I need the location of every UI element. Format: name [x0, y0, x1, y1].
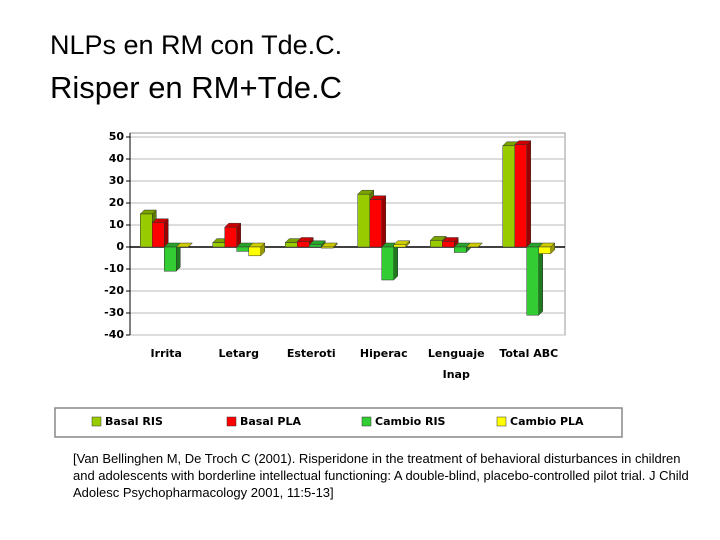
y-tick-label: -10 [104, 262, 124, 275]
slide-subtitle: Risper en RM+Tde.C [50, 70, 343, 105]
bar-side [526, 140, 531, 248]
bar [357, 193, 370, 248]
bar [224, 226, 237, 248]
x-tick-label-box: Hiperac [359, 347, 408, 360]
slide-title: NLPs en RM con Tde.C. [50, 30, 343, 60]
legend-label: Cambio PLA [510, 415, 584, 428]
y-tick-label: 30 [109, 174, 125, 187]
bar [514, 144, 527, 248]
legend-label: Cambio RIS [375, 415, 446, 428]
bar [381, 246, 394, 281]
x-tick-label: Hiperac [359, 347, 408, 360]
y-tick-label: -40 [104, 328, 124, 341]
bar [502, 145, 515, 248]
bar [248, 246, 261, 257]
x-tick-label-box: Esteroti [286, 347, 336, 360]
bar [321, 246, 334, 249]
bar [285, 242, 298, 248]
bar [236, 246, 249, 252]
x-tick-label-box: Total ABC [499, 347, 559, 360]
bar [538, 246, 551, 254]
legend-label: Basal PLA [240, 415, 301, 428]
x-tick-label-box: Lenguaje Inap [427, 347, 485, 381]
bar [152, 222, 165, 248]
legend-swatch [496, 416, 507, 427]
bar-side [393, 242, 398, 281]
bar [297, 241, 310, 248]
legend-box [54, 407, 623, 438]
bar [140, 213, 153, 248]
legend-swatch [361, 416, 372, 427]
x-tick-label: Esteroti [286, 347, 336, 360]
legend-label: Basal RIS [105, 415, 163, 428]
x-tick-label: Letarg [218, 347, 259, 360]
y-tick-label: 50 [109, 130, 125, 143]
bar-side [164, 218, 169, 248]
y-tick-label: 10 [109, 218, 125, 231]
legend-swatch [226, 416, 237, 427]
plot-area [129, 132, 566, 336]
bar [309, 244, 322, 248]
bar [442, 241, 455, 248]
bar-top [175, 242, 193, 248]
bar [369, 199, 382, 248]
bar-top [465, 242, 483, 248]
x-tick-label-box: Letarg [218, 347, 259, 360]
citation: [Van Bellinghen M, De Troch C (2001). Ri… [73, 451, 689, 500]
bar [393, 244, 406, 248]
legend-swatch [91, 416, 102, 427]
bar-side [381, 195, 386, 248]
bar [454, 246, 467, 253]
y-tick-label: 40 [109, 152, 125, 165]
y-tick-label: -20 [104, 284, 124, 297]
x-tick-label: Lenguaje Inap [427, 347, 485, 381]
y-tick-label: -30 [104, 306, 124, 319]
x-tick-label: Irrita [150, 347, 182, 360]
y-tick-label: 20 [109, 196, 125, 209]
bar [526, 246, 539, 316]
bar [212, 242, 225, 248]
bar [430, 240, 443, 248]
x-tick-label-box: Irrita [150, 347, 182, 360]
y-tick-label: 0 [116, 240, 124, 253]
bar [164, 246, 177, 272]
x-tick-label: Total ABC [499, 347, 559, 360]
